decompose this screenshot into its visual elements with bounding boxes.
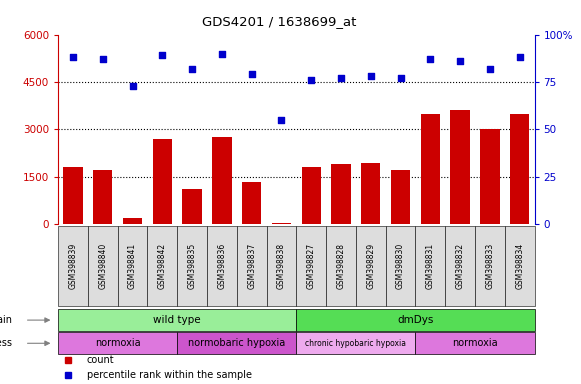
Text: count: count [87,356,114,366]
Bar [177,332,296,354]
Text: GSM398830: GSM398830 [396,243,405,290]
Text: GSM398832: GSM398832 [456,243,465,290]
Bar [93,170,113,224]
Text: dmDys: dmDys [397,315,433,325]
Bar [326,226,356,306]
Point [485,66,494,72]
Text: normobaric hypoxia: normobaric hypoxia [188,338,285,348]
Bar [242,182,261,224]
Bar [63,167,83,224]
Bar [296,226,326,306]
Text: GSM398828: GSM398828 [336,243,346,290]
Bar [296,332,415,354]
Text: GSM398827: GSM398827 [307,243,315,290]
Point [396,75,405,81]
Text: GSM398842: GSM398842 [158,243,167,290]
Bar [177,226,207,306]
Text: GSM398835: GSM398835 [188,243,196,290]
Bar [510,114,529,224]
Bar [272,223,291,224]
Point [336,75,346,81]
Bar [505,226,535,306]
Point [188,66,197,72]
Bar [58,226,88,306]
Bar [148,226,177,306]
Bar [237,226,267,306]
Text: strain: strain [0,315,13,325]
Bar [356,226,386,306]
Text: percentile rank within the sample: percentile rank within the sample [87,369,252,380]
Point [515,54,524,60]
Bar [415,332,535,354]
Text: GSM398833: GSM398833 [485,243,494,290]
Point [426,56,435,62]
Bar [361,162,381,224]
Bar [88,226,117,306]
Bar [421,114,440,224]
Bar [450,111,470,224]
Bar [58,332,177,354]
Point [157,52,167,58]
Text: stress: stress [0,338,13,348]
Text: normoxia: normoxia [95,338,141,348]
Point [98,56,107,62]
Text: GSM398840: GSM398840 [98,243,107,290]
Text: normoxia: normoxia [452,338,498,348]
Bar [302,167,321,224]
Bar [331,164,351,224]
Text: GSM398831: GSM398831 [426,243,435,290]
Point [366,73,375,79]
Point [217,50,227,56]
Bar [391,170,410,224]
Bar [153,139,172,224]
Bar [207,226,237,306]
Text: GSM398841: GSM398841 [128,243,137,290]
Bar [117,226,148,306]
Bar [296,309,535,331]
Bar [58,309,296,331]
Point [307,77,316,83]
Point [69,54,78,60]
Bar [386,226,415,306]
Bar [182,189,202,224]
Point [247,71,256,78]
Bar [123,218,142,224]
Text: GSM398834: GSM398834 [515,243,524,290]
Text: GSM398829: GSM398829 [366,243,375,290]
Text: GSM398839: GSM398839 [69,243,77,290]
Bar [267,226,296,306]
Bar [475,226,505,306]
Text: GDS4201 / 1638699_at: GDS4201 / 1638699_at [202,15,356,28]
Text: GSM398836: GSM398836 [217,243,227,290]
Point [128,83,137,89]
Point [456,58,465,64]
Point [277,117,286,123]
Bar [480,129,500,224]
Bar [415,226,445,306]
Bar [445,226,475,306]
Bar [212,137,232,224]
Text: GSM398838: GSM398838 [277,243,286,290]
Text: wild type: wild type [153,315,201,325]
Text: chronic hypobaric hypoxia: chronic hypobaric hypoxia [306,339,406,348]
Text: GSM398837: GSM398837 [247,243,256,290]
